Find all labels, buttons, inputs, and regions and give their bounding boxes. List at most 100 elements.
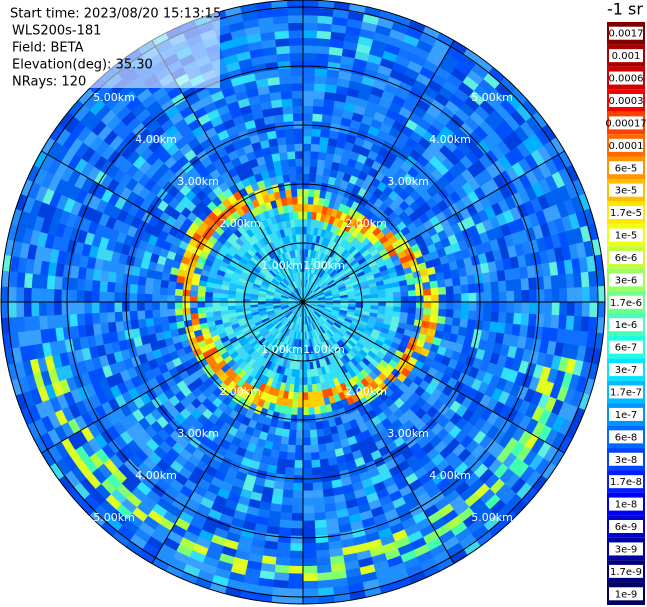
radar-cell — [61, 313, 71, 328]
radar-cell — [319, 458, 330, 468]
radar-cell — [302, 407, 310, 416]
radar-cell — [453, 301, 462, 311]
radar-cell — [535, 276, 545, 291]
radar-cell — [287, 436, 297, 446]
radar-cell — [460, 284, 470, 294]
radar-cell — [315, 542, 330, 552]
radar-cell — [558, 274, 568, 289]
radar-cell — [408, 295, 417, 303]
radar-cell — [175, 314, 184, 323]
radar-cell — [289, 45, 304, 54]
radar-cell — [204, 301, 213, 308]
radar-cell — [566, 301, 576, 317]
radar-cell — [491, 291, 500, 303]
radar-cell — [129, 292, 138, 303]
radar-cell — [400, 301, 409, 308]
radar-cell — [219, 305, 229, 311]
ring-label: 4.00km — [429, 133, 471, 146]
radar-cell — [288, 22, 304, 31]
radar-cell — [302, 482, 314, 492]
radar-cell — [273, 114, 285, 124]
radar-cell — [321, 114, 333, 124]
radar-cell — [159, 308, 169, 318]
radar-cell — [282, 105, 294, 115]
colorbar-label: 3e-5 — [615, 186, 638, 197]
radar-cell — [430, 294, 440, 303]
radar-cell — [580, 271, 590, 288]
radar-cell — [430, 287, 439, 296]
radar-cell — [312, 489, 324, 499]
radar-cell — [302, 7, 319, 16]
radar-cell — [106, 291, 115, 303]
radar-cell — [302, 128, 313, 137]
radar-cell — [302, 565, 318, 575]
radar-cell — [314, 527, 328, 536]
radar-cell — [166, 301, 176, 310]
radar-cell — [286, 143, 296, 153]
header-line: NRays: 120 — [12, 75, 86, 90]
radar-cell — [279, 443, 289, 453]
ring-label: 2.00km — [219, 217, 261, 230]
radar-cell — [274, 30, 290, 40]
radar-cell — [294, 445, 304, 454]
radar-cell — [296, 173, 304, 182]
radar-cell — [292, 105, 304, 114]
radar-cell — [312, 391, 319, 400]
radar-cell — [400, 306, 409, 314]
colorbar-label: 1.7e-6 — [610, 298, 642, 309]
colorbar-label: 0.001 — [612, 51, 641, 62]
radar-cell — [482, 282, 492, 293]
radar-cell — [550, 274, 560, 290]
radar-cell — [565, 273, 575, 289]
radar-cell — [535, 313, 545, 328]
radar-cell — [91, 290, 100, 303]
radar-cell — [205, 311, 214, 318]
radar-cell — [272, 579, 289, 589]
radar-cell — [302, 143, 312, 152]
radar-cell — [8, 301, 17, 318]
radar-cell — [291, 505, 304, 514]
radar-cell — [302, 45, 317, 54]
radar-cell — [302, 82, 315, 92]
radar-cell — [302, 37, 318, 46]
radar-cell — [69, 277, 78, 291]
radar-cell — [319, 136, 330, 146]
radar-cell — [276, 136, 287, 146]
radar-cell — [295, 437, 304, 446]
radar-cell — [370, 293, 379, 299]
radar-cell — [286, 150, 296, 160]
radar-cell — [294, 143, 304, 152]
radar-cell — [61, 289, 70, 303]
radar-cell — [302, 211, 308, 220]
radar-cell — [272, 106, 284, 116]
radar-cell — [288, 429, 297, 438]
radar-cell — [574, 301, 583, 317]
radar-cell — [91, 312, 101, 325]
ring-label: 4.00km — [429, 469, 471, 482]
radar-cell — [8, 270, 18, 288]
radar-cell — [580, 316, 590, 333]
radar-cell — [38, 301, 47, 317]
radar-cell — [305, 361, 311, 371]
ring-label: 5.00km — [471, 91, 513, 104]
radar-cell — [302, 588, 319, 597]
header-line: Elevation(deg): 35.30 — [12, 58, 153, 73]
radar-cell — [313, 398, 320, 408]
radar-cell — [129, 283, 139, 294]
radar-cell — [284, 466, 295, 476]
radar-cell — [182, 313, 192, 322]
radar-cell — [302, 543, 317, 552]
radar-cell — [145, 317, 155, 328]
radar-cell — [512, 278, 522, 292]
radar-cell — [302, 369, 308, 378]
radar-cell — [307, 391, 314, 401]
radar-cell — [308, 181, 316, 190]
radar-cell — [136, 310, 146, 320]
radar-cell — [106, 281, 116, 293]
radar-cell — [302, 460, 312, 469]
ring-label: 5.00km — [93, 91, 135, 104]
radar-cell — [316, 22, 333, 32]
radar-cell — [302, 467, 313, 476]
radar-cell — [513, 301, 523, 314]
colorbar-label: 1e-9 — [615, 589, 638, 600]
